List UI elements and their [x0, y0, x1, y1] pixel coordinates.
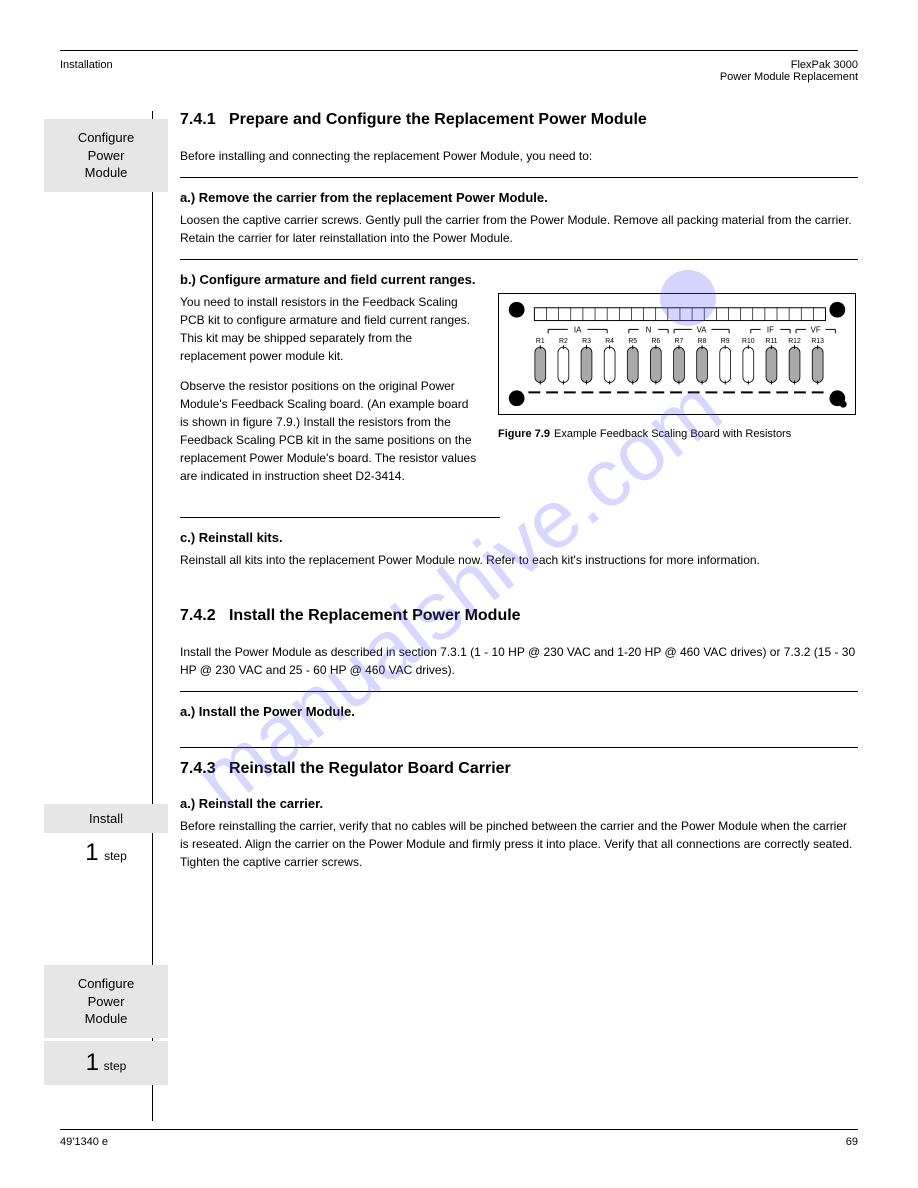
header-right-1: FlexPak 3000 [720, 59, 858, 71]
config-text: You need to install resistors in the Fee… [180, 293, 478, 497]
step-743-num: 1 [86, 1049, 100, 1076]
fig-caption: Figure 7.9 Example Feedback Scaling Boar… [498, 427, 858, 442]
svg-text:N: N [646, 325, 652, 334]
sub-741b-p1: You need to install resistors in the Fee… [180, 293, 478, 365]
svg-text:IF: IF [767, 325, 774, 334]
watermark-dot-icon [660, 270, 716, 326]
header-right: FlexPak 3000 Power Module Replacement [720, 59, 858, 83]
sub-741b-p2: Observe the resistor positions on the or… [180, 377, 478, 485]
step-743-box: 1 step [44, 1041, 168, 1085]
step-743-label: step [104, 1059, 127, 1073]
section-742-body: Install the Power Module as described in… [180, 643, 858, 679]
section-743-name: Reinstall the Regulator Board Carrier [229, 760, 511, 777]
side-box-742-label: Install [48, 810, 164, 828]
section-743-title: 7.4.3 Reinstall the Regulator Board Carr… [180, 760, 858, 778]
header: Installation FlexPak 3000 Power Module R… [60, 59, 858, 83]
side-box-741: Configure Power Module [44, 119, 168, 192]
svg-text:VA: VA [697, 325, 708, 334]
side-box-742: Install [44, 804, 168, 834]
section-741-name: Prepare and Configure the Replacement Po… [229, 111, 647, 128]
step-742: 1 step [60, 839, 152, 867]
section-741-title: 7.4.1 Prepare and Configure the Replacem… [180, 111, 858, 129]
page: Installation FlexPak 3000 Power Module R… [0, 0, 918, 1188]
config-block: You need to install resistors in the Fee… [180, 293, 858, 497]
section-741-rule-text: Before installing and connecting the rep… [180, 147, 858, 165]
svg-text:VF: VF [811, 325, 821, 334]
body: Configure Power Module Install 1 step Co… [60, 111, 858, 1085]
sub-743a-para: Before reinstalling the carrier, verify … [180, 817, 858, 871]
fig-caption-text: Example Feedback Scaling Board with Resi… [554, 428, 791, 440]
sub-741a-para: Loosen the captive carrier screws. Gentl… [180, 211, 858, 247]
left-column: Configure Power Module Install 1 step Co… [60, 111, 152, 1085]
rule-742a [180, 691, 858, 692]
sub-741c-head: c.) Reinstall kits. [180, 530, 858, 545]
side-box-741-l1: Configure [48, 129, 164, 147]
side-box-741-l3: Module [48, 164, 164, 182]
side-box-743-l3: Module [48, 1010, 164, 1028]
footer-left: 49'1340 e [60, 1136, 108, 1148]
rule-743-top [180, 747, 858, 748]
top-rule [60, 50, 858, 51]
side-box-741-l2: Power [48, 147, 164, 165]
right-column: 7.4.1 Prepare and Configure the Replacem… [152, 111, 858, 1085]
side-box-743-l1: Configure [48, 975, 164, 993]
svg-text:IA: IA [574, 325, 582, 334]
footer-line: 49'1340 e 69 [60, 1136, 858, 1148]
side-box-743: Configure Power Module [44, 965, 168, 1038]
header-left: Installation [60, 59, 113, 83]
section-742-title: 7.4.2 Install the Replacement Power Modu… [180, 607, 858, 625]
sub-741a-head: a.) Remove the carrier from the replacem… [180, 190, 858, 205]
step-742-label: step [104, 849, 127, 863]
section-743-num: 7.4.3 [180, 760, 216, 777]
sub-742a-head: a.) Install the Power Module. [180, 704, 858, 719]
section-742-num: 7.4.2 [180, 607, 216, 624]
rule-741c [180, 517, 500, 518]
sub-741c-para: Reinstall all kits into the replacement … [180, 551, 858, 569]
fig-caption-num: Figure 7.9 [498, 427, 550, 442]
step-742-num: 1 [85, 839, 99, 866]
rule-741a [180, 177, 858, 178]
sub-741b-head: b.) Configure armature and field current… [180, 272, 858, 287]
rule-741b [180, 259, 858, 260]
header-right-2: Power Module Replacement [720, 71, 858, 83]
sub-743a-head: a.) Reinstall the carrier. [180, 796, 858, 811]
section-742-name: Install the Replacement Power Module [229, 607, 521, 624]
section-741-num: 7.4.1 [180, 111, 216, 128]
footer-right: 69 [846, 1136, 858, 1148]
bottom-rule [60, 1129, 858, 1130]
side-box-743-l2: Power [48, 993, 164, 1011]
footer: 49'1340 e 69 [60, 1129, 858, 1148]
